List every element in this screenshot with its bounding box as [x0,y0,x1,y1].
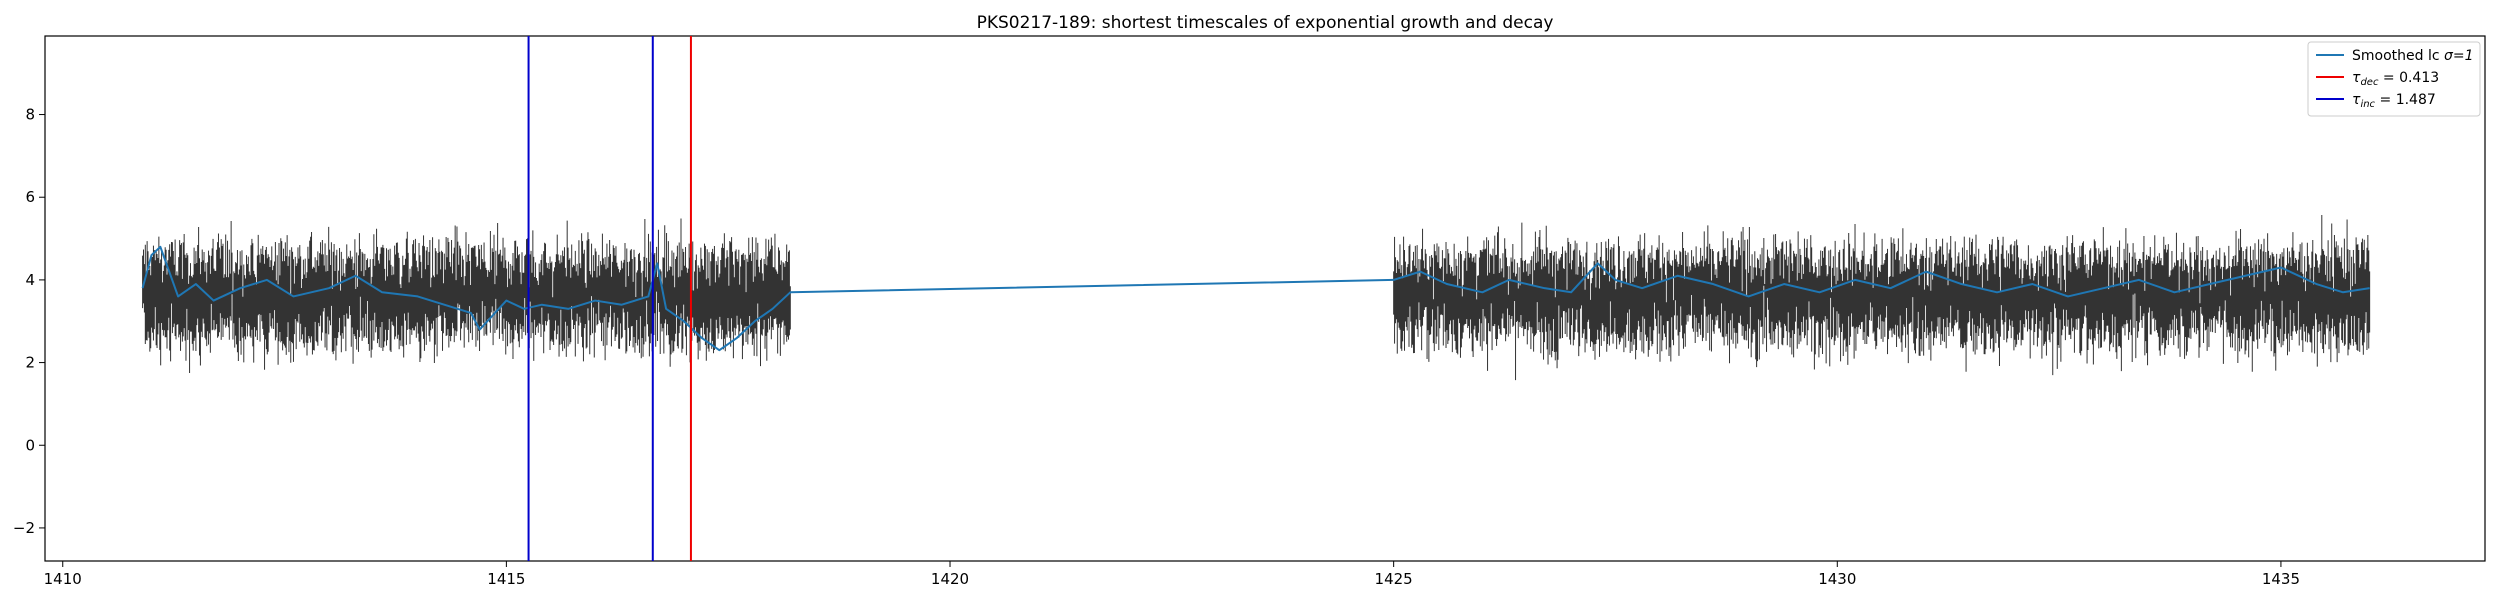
legend-tau-inc-sub: inc [2360,99,2375,110]
chart-title: PKS0217-189: shortest timescales of expo… [977,13,1554,33]
x-tick-label-5: 1435 [2262,570,2300,588]
y-tick-label-2: 2 [25,354,35,372]
legend-tau-inc-value: = 1.487 [2375,92,2436,108]
legend-label-smoothed-prefix: Smoothed lc [2352,48,2444,64]
legend-tau-dec-value: = 0.413 [2378,70,2439,86]
y-tick-label-0: −2 [13,519,35,537]
legend: Smoothed lc σ=1 τdec = 0.413 τinc = 1.48… [2307,41,2481,117]
x-tick-label-2: 1420 [931,570,969,588]
y-tick-label-3: 4 [25,271,35,289]
legend-box [2307,41,2481,117]
legend-label-tau-inc: τinc = 1.487 [2352,92,2436,110]
legend-tau-dec-sub: dec [2360,77,2379,88]
y-tick-label-4: 6 [25,188,35,206]
y-axis: −2 0 2 4 6 8 [13,106,45,537]
legend-label-smoothed-sigma: σ=1 [2444,48,2474,64]
legend-label-smoothed: Smoothed lc σ=1 [2352,48,2474,64]
legend-tau-inc-symbol: τ [2352,92,2361,108]
legend-label-tau-dec: τdec = 0.413 [2352,70,2439,88]
errorbar-segment-0 [142,218,791,374]
legend-tau-dec-symbol: τ [2352,70,2361,86]
vline-group [527,36,692,561]
x-axis: 1410 1415 1420 1425 1430 1435 [44,561,2300,588]
x-tick-label-3: 1425 [1375,570,1413,588]
y-tick-label-5: 8 [25,106,35,124]
x-tick-label-0: 1410 [44,570,82,588]
y-tick-label-1: 0 [25,436,35,454]
series-group [141,245,2370,352]
x-tick-label-4: 1430 [1818,570,1856,588]
series-line-smoothed-0 [141,245,2370,352]
x-tick-label-1: 1415 [487,570,525,588]
